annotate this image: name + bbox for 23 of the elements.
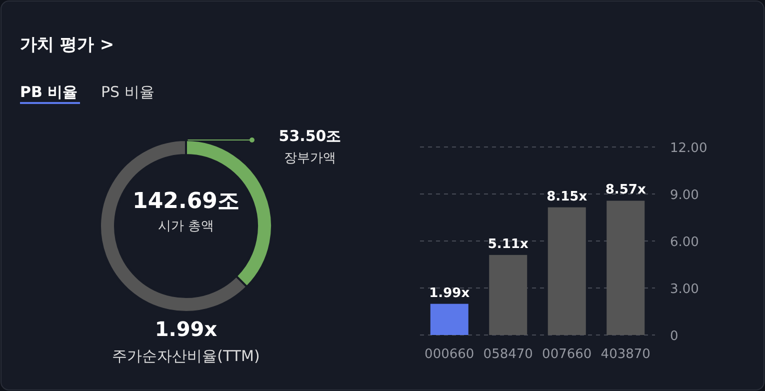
text: PS 비율 [101, 83, 154, 101]
x-tick-label: 000660 [424, 347, 474, 362]
slice-label: 장부가액 [284, 151, 336, 166]
text: 142.69조 [132, 189, 240, 214]
data-label: 1.99x [429, 286, 470, 301]
data-label: 8.57x [605, 182, 646, 198]
text: 주가순자산비율(TTM) [112, 347, 260, 365]
text: PB 비율 [20, 83, 78, 101]
data-label: 5.11x [488, 236, 529, 252]
x-tick-label: 403870 [600, 347, 650, 362]
x-tick-label: 007660 [542, 347, 592, 362]
y-tick-label: 0 [670, 329, 678, 344]
text: 1.99x [154, 317, 218, 341]
y-tick-label: 6.00 [670, 235, 699, 250]
chart-title: 가치 평가 > [20, 35, 114, 55]
data-label: 53.50조 [278, 127, 342, 145]
x-tick-label: 058470 [483, 347, 533, 362]
bar [430, 304, 468, 335]
y-tick-label: 12.00 [670, 141, 708, 156]
data-label: 8.15x [546, 189, 588, 204]
text: 시가 총액 [158, 219, 214, 234]
y-tick-label: 9.00 [670, 188, 699, 203]
y-tick-label: 3.00 [670, 282, 699, 297]
